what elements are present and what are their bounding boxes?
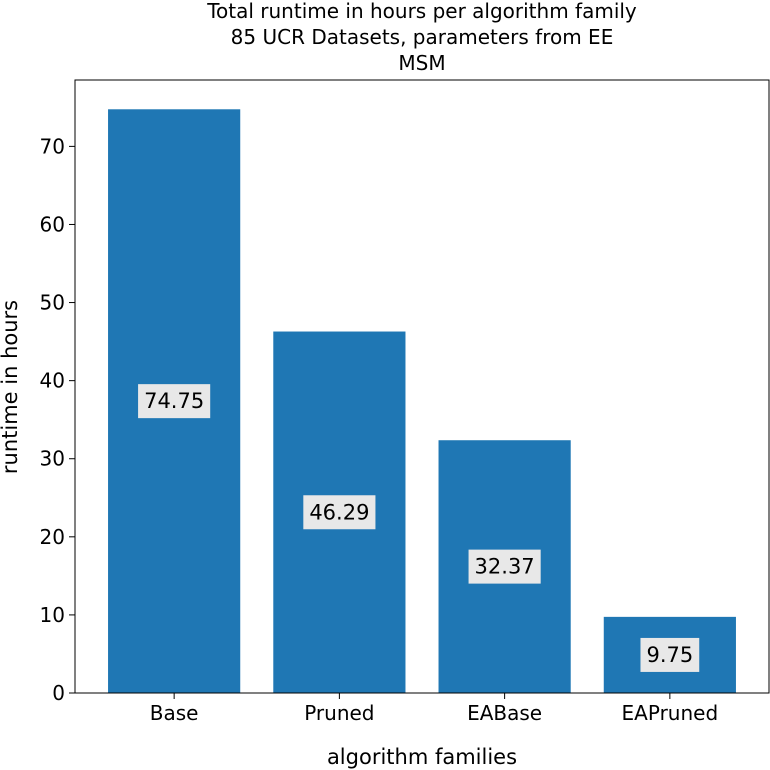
y-axis-label: runtime in hours	[0, 300, 22, 474]
value-label-box	[138, 384, 211, 419]
chart-title: Total runtime in hours per algorithm fam…	[206, 0, 637, 75]
y-tick-label-30: 30	[40, 447, 65, 471]
y-tick-label-40: 40	[40, 369, 65, 393]
value-label-eabase: 32.37	[468, 549, 541, 584]
x-tick-label-eapruned: EAPruned	[622, 701, 719, 725]
value-label-base: 74.75	[138, 384, 211, 419]
value-label-eapruned: 9.75	[640, 637, 700, 672]
value-label-pruned: 46.29	[303, 495, 376, 530]
value-label-text: 74.75	[144, 389, 204, 413]
plot-frame	[74, 79, 770, 694]
chart-title-line-2: 85 UCR Datasets, parameters from EE	[231, 25, 614, 49]
value-label-text: 32.37	[475, 555, 535, 579]
value-label-text: 46.29	[309, 500, 369, 524]
y-tick-label-70: 70	[40, 134, 65, 158]
x-axis-ticks: Base Pruned EABase EAPruned	[150, 693, 718, 725]
y-axis-ticks: 0 10 20 30 40 50 60 70	[40, 134, 75, 705]
y-tick-label-20: 20	[40, 525, 65, 549]
value-labels-group: 74.75 46.29 32.37 9.75	[138, 384, 700, 672]
x-tick-label-base: Base	[150, 701, 199, 725]
y-tick-label-60: 60	[40, 212, 65, 236]
x-tick-label-pruned: Pruned	[304, 701, 374, 725]
value-label-box	[303, 495, 376, 530]
value-label-box	[468, 549, 541, 584]
value-label-text: 9.75	[646, 643, 693, 667]
y-tick-label-50: 50	[40, 291, 65, 315]
chart-title-line-1: Total runtime in hours per algorithm fam…	[206, 0, 637, 23]
y-tick-label-0: 0	[52, 681, 65, 705]
x-axis-label: algorithm families	[327, 745, 517, 769]
chart-title-line-3: MSM	[398, 51, 445, 75]
x-tick-label-eabase: EABase	[467, 701, 542, 725]
value-label-box	[640, 637, 700, 672]
y-tick-label-10: 10	[40, 603, 65, 627]
